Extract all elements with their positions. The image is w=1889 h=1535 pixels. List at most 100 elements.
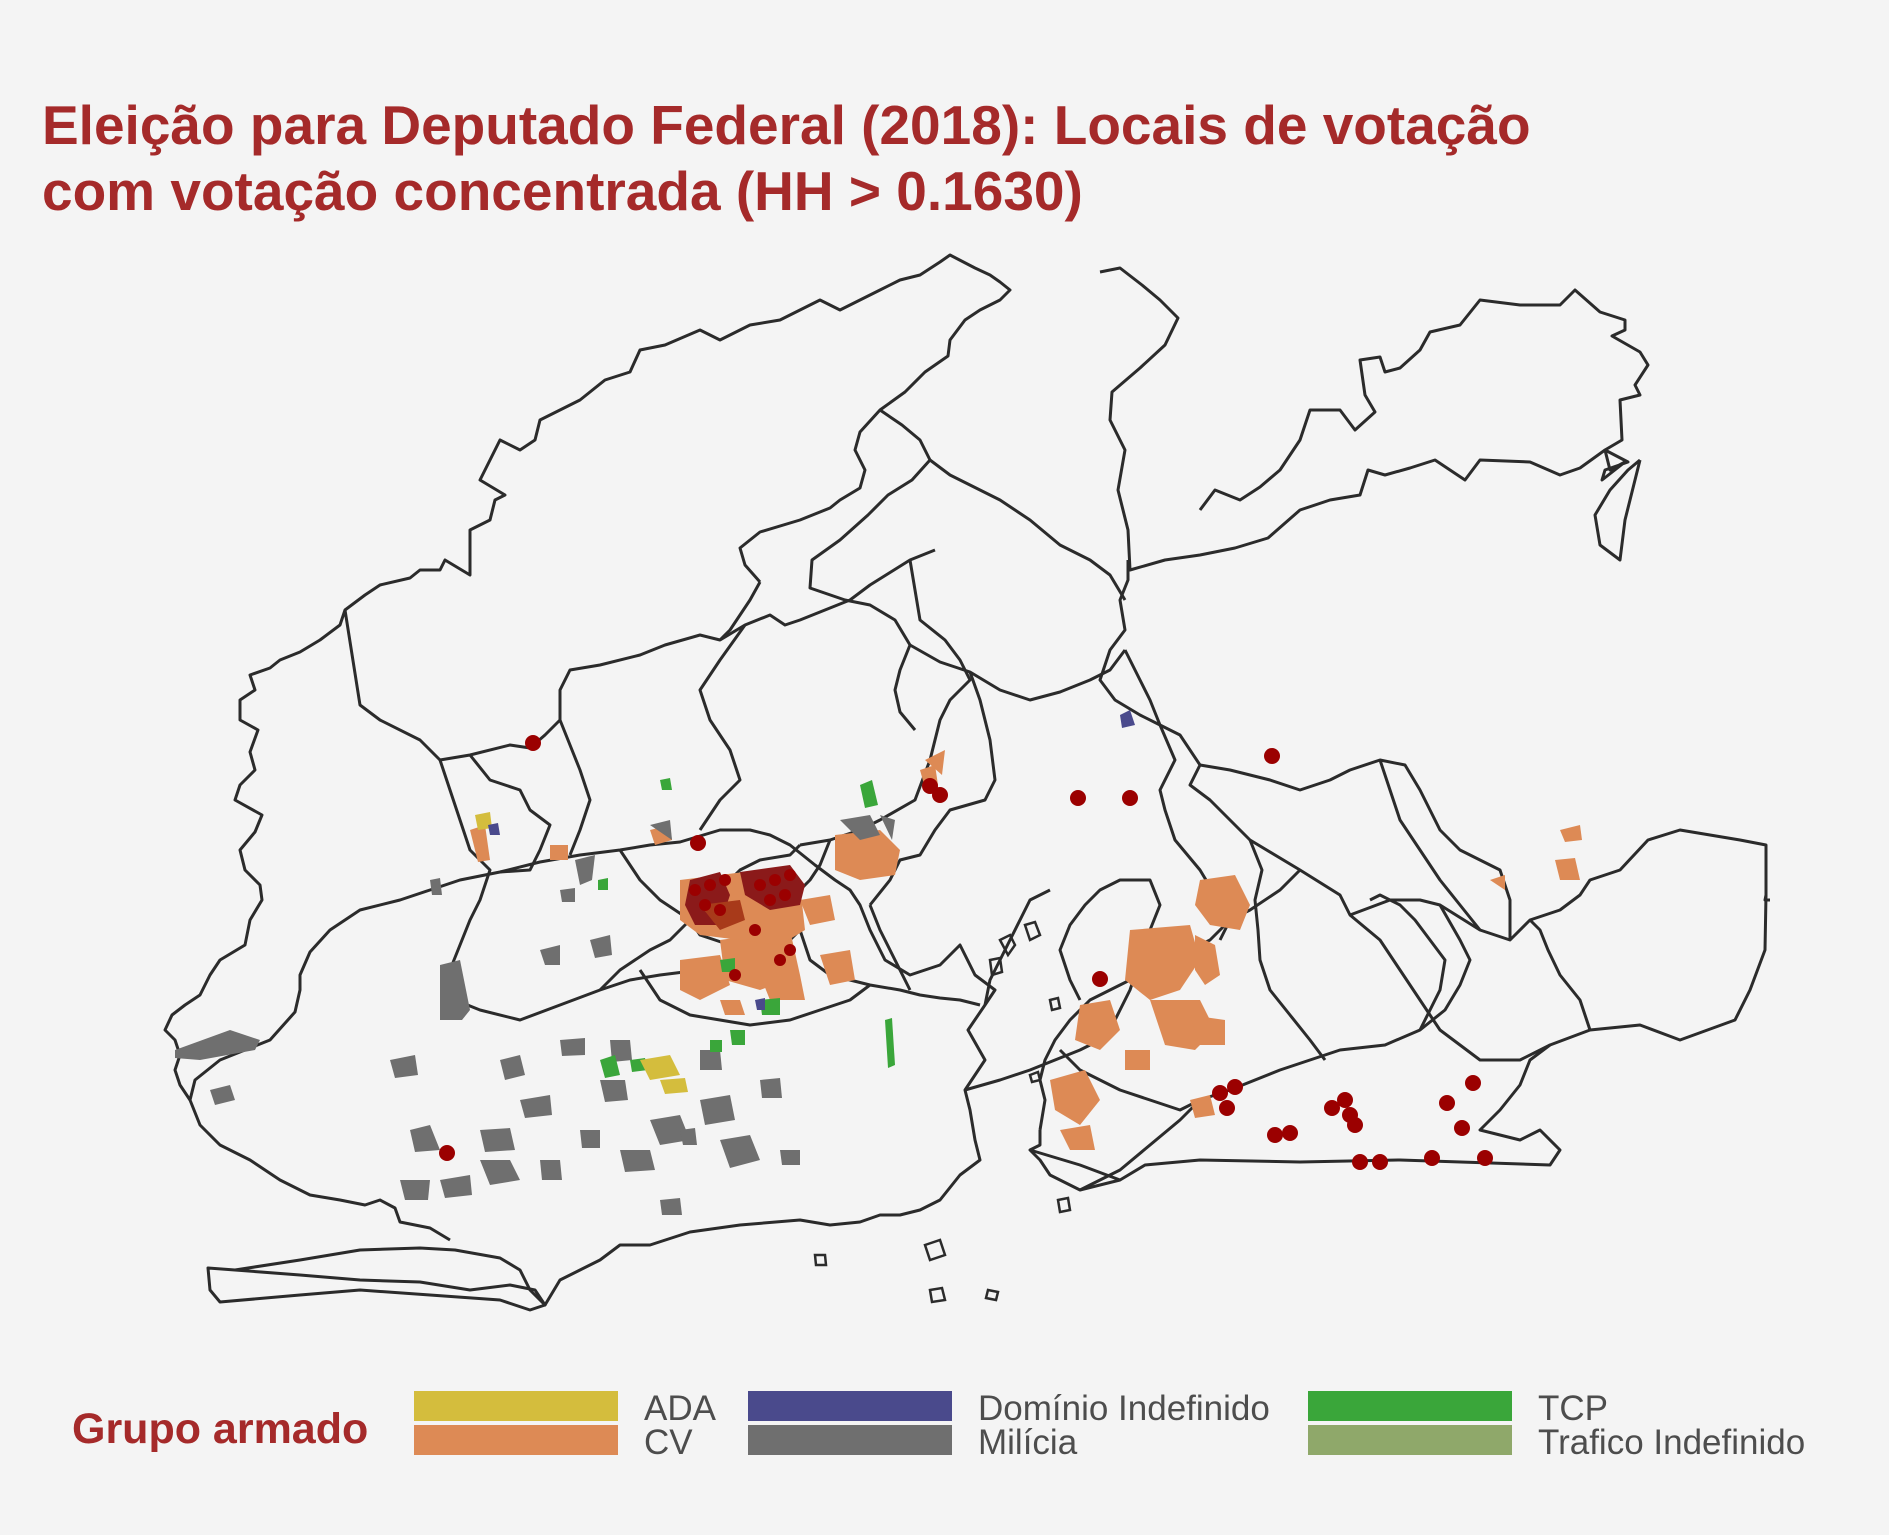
voting-location-marker	[1477, 1150, 1493, 1166]
voting-location-marker	[689, 884, 701, 896]
voting-location-marker	[1465, 1075, 1481, 1091]
milicia-area	[400, 1180, 430, 1200]
milicia-area	[390, 1055, 418, 1078]
island-outline	[1048, 996, 1062, 1012]
region-outline	[1349, 913, 1551, 1062]
ada-area	[640, 1055, 680, 1080]
region-outline	[1079, 904, 1472, 1192]
island-outline	[1023, 920, 1042, 942]
region-outline	[1528, 918, 1592, 1031]
cv-area	[1060, 1125, 1095, 1150]
cv-area	[1560, 825, 1582, 842]
milicia-area	[720, 1135, 760, 1168]
voting-location-marker	[749, 924, 761, 936]
milicia-area	[175, 1030, 260, 1060]
legend-swatch-trafico-indefinido	[1308, 1425, 1512, 1455]
region-outline	[798, 929, 981, 1007]
cv-area	[800, 895, 835, 925]
cv-area	[1050, 1070, 1100, 1125]
region-outline	[983, 888, 1051, 1006]
voting-location-marker	[779, 889, 791, 901]
region-outline	[868, 671, 997, 906]
island-outline	[988, 956, 1004, 977]
legend-swatch-tcp	[1308, 1391, 1512, 1421]
cv-area	[820, 950, 855, 985]
cv-area	[835, 830, 900, 880]
areas-dominio-indefinido	[488, 710, 1135, 1010]
region-outline	[909, 643, 1127, 702]
region-outline	[1248, 839, 1327, 1061]
title-line-1: Eleição para Deputado Federal (2018): Lo…	[42, 94, 1531, 156]
legend-title: Grupo armado	[72, 1405, 369, 1453]
ada-area	[660, 1078, 688, 1094]
municipal-boundaries	[163, 253, 1770, 1312]
milicia-area	[650, 1115, 690, 1145]
areas-tcp	[598, 778, 895, 1078]
milicia-area	[700, 1095, 735, 1125]
legend-label-ada: ADA	[644, 1389, 716, 1428]
voting-location-marker	[714, 904, 726, 916]
voting-location-marker	[1347, 1117, 1363, 1133]
region-outline	[718, 581, 762, 642]
tcp-area	[598, 878, 608, 890]
tcp-area	[710, 1040, 722, 1052]
voting-location-marker	[1424, 1150, 1440, 1166]
milicia-area	[610, 1040, 632, 1062]
cv-area	[1490, 875, 1505, 890]
voting-location-marker	[784, 869, 796, 881]
milicia-area	[620, 1150, 655, 1172]
voting-location-marker	[784, 944, 796, 956]
region-outline	[1199, 758, 1512, 940]
dominio-indefinido-area	[755, 998, 765, 1010]
milicia-area	[540, 1160, 562, 1180]
cv-area	[1190, 1095, 1215, 1118]
island-outline	[1056, 1196, 1072, 1214]
tcp-area	[730, 1030, 745, 1045]
legend-swatch-cv	[414, 1425, 618, 1455]
milicia-area	[440, 960, 470, 1020]
region-outline	[929, 458, 1127, 601]
milicia-area	[840, 815, 880, 840]
milicia-area	[880, 815, 895, 840]
milicia-area	[600, 1080, 628, 1102]
milicia-area	[560, 1038, 585, 1056]
voting-location-marker	[704, 879, 716, 891]
voting-location-marker	[729, 969, 741, 981]
region-outline	[1369, 893, 1447, 1031]
milicia-area	[650, 820, 672, 840]
region-outline	[1058, 1048, 1201, 1112]
region-outline	[808, 408, 932, 731]
milicia-area	[575, 855, 595, 885]
milicia-area	[560, 888, 575, 902]
voting-location-marker	[1439, 1095, 1455, 1111]
cv-area	[925, 750, 945, 775]
areas-cv	[470, 750, 1582, 1150]
legend-swatch-milicia	[748, 1425, 952, 1455]
ada-area	[475, 812, 492, 830]
island-outline	[998, 933, 1017, 958]
voting-location-marker	[1372, 1154, 1388, 1170]
voting-location-marker	[1454, 1120, 1470, 1136]
legend: Grupo armado ADA CV Domínio Indefinido M…	[0, 1385, 1889, 1465]
map-title: Eleição para Deputado Federal (2018): Lo…	[42, 92, 1802, 224]
milicia-area	[410, 1125, 440, 1152]
tcp-area	[660, 778, 672, 790]
milicia-area	[440, 1175, 472, 1198]
region-outline	[799, 559, 972, 847]
voting-location-marker	[1122, 790, 1138, 806]
milicia-area	[760, 1078, 782, 1098]
cv-area	[1555, 858, 1580, 880]
areas-milicia	[175, 815, 895, 1215]
region-outline	[1098, 560, 1770, 942]
legend-swatch-dominio-indefinido	[748, 1391, 952, 1421]
legend-swatch-ada	[414, 1391, 618, 1421]
voting-location-marker	[439, 1145, 455, 1161]
voting-location-marker	[690, 835, 706, 851]
milicia-area	[480, 1160, 520, 1185]
cv-area	[1125, 925, 1200, 1000]
title-line-2: com votação concentrada (HH > 0.1630)	[42, 160, 1083, 222]
region-outline	[1028, 894, 1768, 1192]
dominio-indefinido-area	[1120, 710, 1135, 728]
region-outline	[344, 253, 1012, 612]
region-outline	[1099, 266, 1650, 572]
